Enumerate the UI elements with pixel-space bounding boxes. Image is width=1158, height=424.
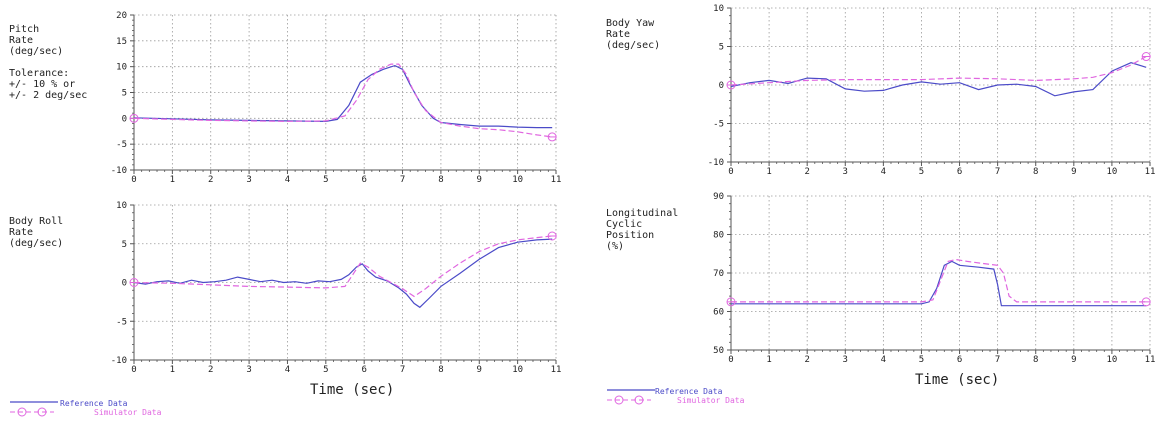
- x-axis-title-right: Time (sec): [915, 372, 1000, 388]
- x-tick-label: 3: [843, 167, 848, 177]
- y-tick-label: -5: [116, 140, 127, 150]
- legend-reference-right: Reference Data: [655, 387, 723, 396]
- x-tick-label: 1: [170, 175, 175, 185]
- simulator-data-line: [133, 235, 553, 298]
- x-tick-label: 4: [881, 355, 886, 365]
- x-tick-label: 11: [551, 175, 562, 185]
- x-tick-label: 8: [1033, 355, 1038, 365]
- legend-simulator-left: Simulator Data: [94, 408, 162, 417]
- x-tick-label: 7: [995, 167, 1000, 177]
- y-tick-label: -10: [708, 158, 724, 168]
- x-tick-label: 10: [1106, 167, 1117, 177]
- y-tick-label: 0: [122, 114, 127, 124]
- x-tick-label: 3: [246, 365, 251, 375]
- x-tick-label: 1: [766, 167, 771, 177]
- legend-simulator-right: Simulator Data: [677, 396, 745, 405]
- body-yaw-rate-label: Body Yaw Rate (deg/sec): [606, 18, 661, 51]
- x-tick-label: 7: [400, 365, 405, 375]
- x-axis-title-left: Time (sec): [310, 382, 395, 398]
- longitudinal-cyclic-label: Longitudinal Cyclic Position (%): [606, 208, 679, 252]
- x-tick-label: 8: [438, 175, 443, 185]
- y-tick-label: 10: [116, 201, 127, 211]
- x-tick-label: 11: [1145, 355, 1156, 365]
- x-tick-label: 2: [804, 355, 809, 365]
- y-tick-label: 5: [122, 240, 127, 250]
- x-tick-label: 10: [512, 365, 523, 375]
- y-tick-label: 5: [719, 43, 724, 53]
- reference-data-line: [731, 260, 1147, 307]
- y-tick-label: 60: [713, 308, 724, 318]
- legend-simulator-marker: [37, 407, 47, 417]
- y-tick-label: 10: [713, 4, 724, 14]
- x-tick-label: 10: [512, 175, 523, 185]
- y-tick-label: 70: [713, 269, 724, 279]
- x-tick-label: 9: [477, 175, 482, 185]
- x-tick-label: 2: [804, 167, 809, 177]
- x-tick-label: 5: [323, 175, 328, 185]
- x-tick-label: 5: [323, 365, 328, 375]
- simulator-data-line: [730, 55, 1147, 86]
- x-tick-label: 1: [170, 365, 175, 375]
- x-tick-label: 6: [957, 167, 962, 177]
- x-tick-label: 6: [957, 355, 962, 365]
- x-tick-label: 8: [1033, 167, 1038, 177]
- x-tick-label: 5: [919, 355, 924, 365]
- y-tick-label: 0: [122, 279, 127, 289]
- x-tick-label: 9: [1071, 167, 1076, 177]
- x-tick-label: 8: [438, 365, 443, 375]
- y-tick-label: 5: [122, 89, 127, 99]
- x-tick-label: 9: [1071, 355, 1076, 365]
- y-tick-label: 15: [116, 37, 127, 47]
- y-tick-label: -10: [111, 356, 127, 366]
- legend-simulator-marker: [17, 407, 27, 417]
- y-tick-label: 50: [713, 346, 724, 356]
- reference-data-line: [133, 238, 553, 309]
- legend-simulator-marker: [634, 395, 644, 405]
- y-tick-label: -10: [111, 166, 127, 176]
- x-tick-label: 6: [361, 175, 366, 185]
- y-tick-label: 80: [713, 231, 724, 241]
- body-roll-rate-label: Body Roll Rate (deg/sec): [9, 216, 64, 249]
- x-tick-label: 4: [285, 365, 290, 375]
- x-tick-label: 5: [919, 167, 924, 177]
- y-tick-label: -5: [713, 120, 724, 130]
- x-tick-label: 0: [728, 167, 733, 177]
- body-roll-rate-plot: 0 1 2 3 4 5 6 7 8 9 10 11 -10 -5 0 5 10: [111, 201, 562, 375]
- y-tick-label: -5: [116, 317, 127, 327]
- x-tick-label: 0: [728, 355, 733, 365]
- y-tick-label: 20: [116, 11, 127, 21]
- x-tick-label: 10: [1106, 355, 1117, 365]
- legend-swatches: [10, 389, 655, 417]
- x-tick-label: 9: [477, 365, 482, 375]
- y-tick-label: 90: [713, 192, 724, 202]
- x-tick-label: 0: [131, 175, 136, 185]
- x-tick-label: 3: [246, 175, 251, 185]
- pitch-rate-plot: 0 1 2 3 4 5 6 7 8 9 10 11 -10 -5 0 5 10 15 20: [111, 11, 562, 185]
- x-tick-label: 1: [766, 355, 771, 365]
- reference-data-line: [730, 62, 1147, 97]
- body-yaw-rate-plot: 0 1 2 3 4 5 6 7 8 9 10 11 -10 -5 0 5 10: [708, 4, 1156, 177]
- legend-simulator-marker: [614, 395, 624, 405]
- x-tick-label: 11: [1145, 167, 1156, 177]
- x-tick-label: 4: [285, 175, 290, 185]
- simulator-data-line: [731, 258, 1147, 303]
- x-tick-label: 11: [551, 365, 562, 375]
- x-tick-label: 0: [131, 365, 136, 375]
- y-tick-label: 10: [116, 63, 127, 73]
- pitch-rate-label: Pitch Rate (deg/sec) Tolerance: +/- 10 %…: [9, 24, 88, 101]
- x-tick-label: 6: [361, 365, 366, 375]
- longitudinal-cyclic-position-plot: 0 1 2 3 4 5 6 7 8 9 10 11 50 60 70 80 90: [713, 192, 1155, 365]
- x-tick-label: 4: [881, 167, 886, 177]
- x-tick-label: 2: [208, 175, 213, 185]
- x-tick-label: 2: [208, 365, 213, 375]
- x-tick-label: 3: [843, 355, 848, 365]
- x-tick-label: 7: [400, 175, 405, 185]
- y-tick-label: 0: [719, 81, 724, 91]
- legend-reference-left: Reference Data: [60, 399, 128, 408]
- x-tick-label: 7: [995, 355, 1000, 365]
